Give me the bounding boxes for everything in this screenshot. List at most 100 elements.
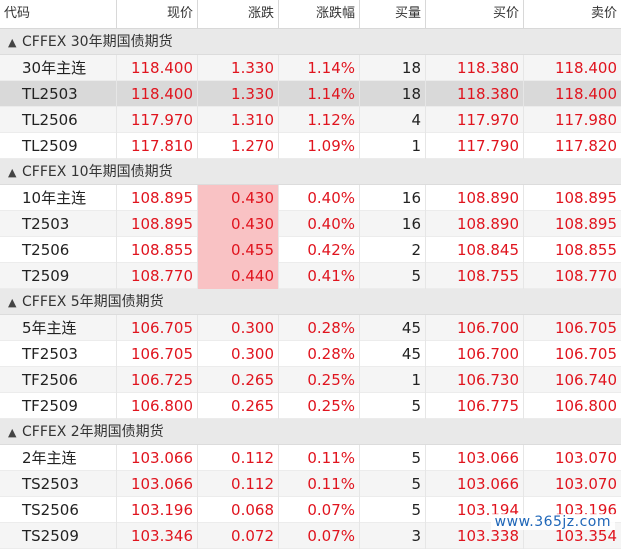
watermark: www.365jz.com	[490, 514, 615, 530]
group-header[interactable]: ▲ CFFEX 5年期国债期货	[0, 289, 621, 315]
table-row[interactable]: 2年主连 103.066 0.112 0.11% 5 103.066 103.070	[0, 445, 621, 471]
cell-bid: 103.066	[426, 445, 524, 471]
cell-last: 118.400	[117, 55, 198, 81]
group-label: CFFEX 30年期国债期货	[22, 34, 173, 50]
cell-code: TS2509	[0, 523, 117, 549]
table-row[interactable]: T2509 108.770 0.440 0.41% 5 108.755 108.770	[0, 263, 621, 289]
cell-ask: 103.070	[554, 475, 617, 493]
cell-change: 0.068	[198, 497, 279, 523]
cell-ask: 117.820	[554, 137, 617, 155]
table-row[interactable]: 10年主连 108.895 0.430 0.40% 16 108.890 108.895	[0, 185, 621, 211]
cell-ask: 118.400	[554, 85, 617, 103]
cell-bid-vol: 5	[360, 445, 426, 471]
cell-change: 0.265	[198, 393, 279, 419]
cell-last: 106.705	[117, 341, 198, 367]
cell-code: TL2509	[0, 133, 117, 159]
cell-bid: 108.755	[426, 263, 524, 289]
cell-bid-vol: 5	[360, 393, 426, 419]
header-pct[interactable]: 涨跌幅	[279, 0, 360, 28]
cell-code: T2509	[0, 263, 117, 289]
cell-code: TS2506	[0, 497, 117, 523]
cell-bid-vol: 3	[360, 523, 426, 549]
cell-code: TF2509	[0, 393, 117, 419]
cell-code: T2506	[0, 237, 117, 263]
table-row[interactable]: TF2509 106.800 0.265 0.25% 5 106.775 106.800	[0, 393, 621, 419]
cell-last: 118.400	[117, 81, 198, 107]
cell-bid: 106.700	[426, 315, 524, 341]
cell-last: 106.725	[117, 367, 198, 393]
table-row[interactable]: TF2503 106.705 0.300 0.28% 45 106.700 106.705	[0, 341, 621, 367]
cell-pct: 0.25%	[279, 367, 360, 393]
table-row[interactable]: 5年主连 106.705 0.300 0.28% 45 106.700 106.705	[0, 315, 621, 341]
cell-last: 117.810	[117, 133, 198, 159]
table-row[interactable]: 30年主连 118.400 1.330 1.14% 18 118.380 118.400	[0, 55, 621, 81]
cell-ask: 106.800	[554, 397, 617, 415]
cell-bid: 106.730	[426, 367, 524, 393]
cell-change: 0.440	[198, 263, 279, 289]
cell-bid: 108.845	[426, 237, 524, 263]
table-row[interactable]: TL2503 118.400 1.330 1.14% 18 118.380 118.400	[0, 81, 621, 107]
cell-last: 103.066	[117, 445, 198, 471]
cell-bid-vol: 1	[360, 133, 426, 159]
cell-ask: 108.770	[554, 267, 617, 285]
group-label: CFFEX 10年期国债期货	[22, 164, 173, 180]
cell-code: 10年主连	[0, 185, 117, 211]
cell-code: 2年主连	[0, 445, 117, 471]
cell-last: 108.895	[117, 185, 198, 211]
cell-ask: 106.705	[554, 345, 617, 363]
cell-code: 5年主连	[0, 315, 117, 341]
cell-pct: 0.40%	[279, 211, 360, 237]
cell-change: 0.430	[198, 211, 279, 237]
cell-ask: 106.705	[554, 319, 617, 337]
cell-change: 0.265	[198, 367, 279, 393]
table-row[interactable]: T2503 108.895 0.430 0.40% 16 108.890 108.895	[0, 211, 621, 237]
header-code[interactable]: 代码	[0, 0, 117, 28]
cell-change: 0.455	[198, 237, 279, 263]
cell-last: 108.770	[117, 263, 198, 289]
cell-change: 0.072	[198, 523, 279, 549]
cell-last: 108.895	[117, 211, 198, 237]
cell-bid: 103.066	[426, 471, 524, 497]
cell-bid-vol: 4	[360, 107, 426, 133]
cell-pct: 0.25%	[279, 393, 360, 419]
cell-ask: 106.740	[554, 371, 617, 389]
cell-pct: 0.41%	[279, 263, 360, 289]
chevron-up-icon[interactable]: ▲	[8, 166, 17, 179]
cell-bid-vol: 16	[360, 211, 426, 237]
cell-bid: 106.700	[426, 341, 524, 367]
cell-pct: 1.14%	[279, 55, 360, 81]
cell-pct: 0.11%	[279, 471, 360, 497]
cell-bid-vol: 2	[360, 237, 426, 263]
cell-ask: 108.895	[554, 189, 617, 207]
header-last[interactable]: 现价	[117, 0, 198, 28]
chevron-up-icon[interactable]: ▲	[8, 296, 17, 309]
group-header[interactable]: ▲ CFFEX 10年期国债期货	[0, 159, 621, 185]
cell-bid-vol: 45	[360, 315, 426, 341]
table-row[interactable]: TS2503 103.066 0.112 0.11% 5 103.066 103.070	[0, 471, 621, 497]
chevron-up-icon[interactable]: ▲	[8, 426, 17, 439]
table-row[interactable]: T2506 108.855 0.455 0.42% 2 108.845 108.855	[0, 237, 621, 263]
cell-change: 1.310	[198, 107, 279, 133]
table-row[interactable]: TL2509 117.810 1.270 1.09% 1 117.790 117.820	[0, 133, 621, 159]
cell-bid: 117.790	[426, 133, 524, 159]
cell-pct: 0.42%	[279, 237, 360, 263]
header-change[interactable]: 涨跌	[198, 0, 279, 28]
cell-change: 0.112	[198, 471, 279, 497]
cell-pct: 1.09%	[279, 133, 360, 159]
cell-code: T2503	[0, 211, 117, 237]
cell-ask: 118.400	[554, 59, 617, 77]
cell-change: 0.430	[198, 185, 279, 211]
cell-bid-vol: 5	[360, 263, 426, 289]
cell-bid-vol: 1	[360, 367, 426, 393]
header-bid[interactable]: 买价	[426, 0, 524, 28]
cell-pct: 0.28%	[279, 341, 360, 367]
cell-bid: 108.890	[426, 185, 524, 211]
chevron-up-icon[interactable]: ▲	[8, 36, 17, 49]
header-ask[interactable]: 卖价	[590, 6, 617, 21]
cell-code: TF2506	[0, 367, 117, 393]
table-row[interactable]: TF2506 106.725 0.265 0.25% 1 106.730 106.740	[0, 367, 621, 393]
group-header[interactable]: ▲ CFFEX 30年期国债期货	[0, 29, 621, 55]
group-header[interactable]: ▲ CFFEX 2年期国债期货	[0, 419, 621, 445]
header-bid-vol[interactable]: 买量	[360, 0, 426, 28]
table-row[interactable]: TL2506 117.970 1.310 1.12% 4 117.970 117.980	[0, 107, 621, 133]
